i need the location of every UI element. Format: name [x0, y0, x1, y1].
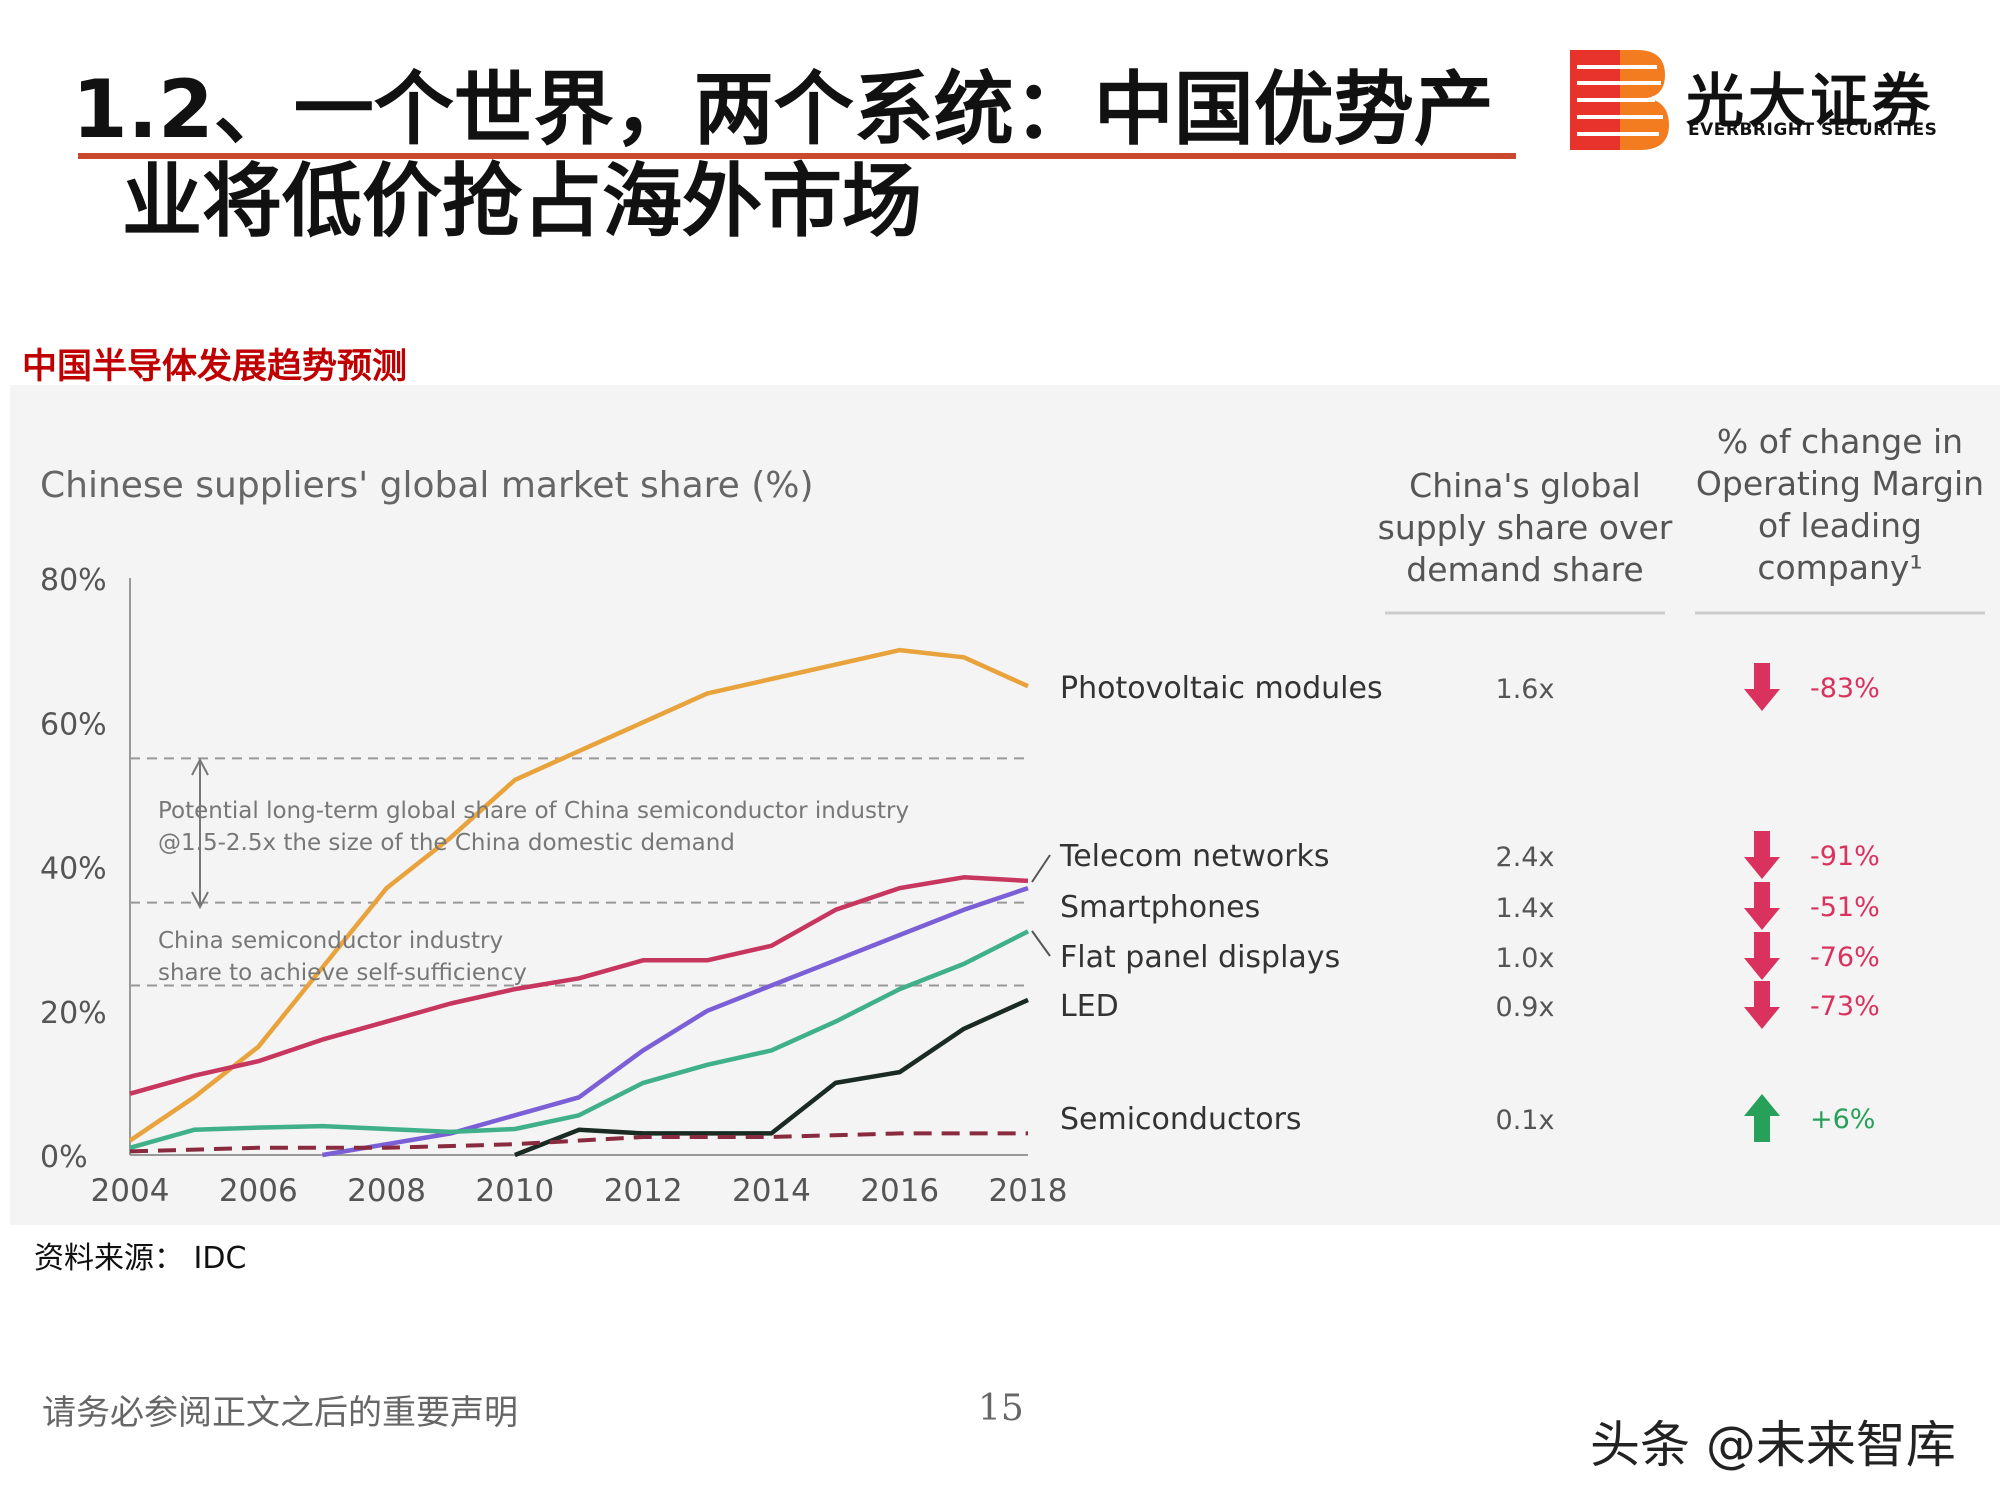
y-tick-label: 60%	[40, 707, 107, 742]
arrow-down-icon	[1744, 831, 1780, 879]
series-label: Telecom networks	[1059, 839, 1330, 874]
ratio-value: 1.6x	[1496, 674, 1555, 705]
page-title: 1.2、一个世界，两个系统：中国优势产 业将低价抢占海外市场	[72, 64, 1522, 248]
market-share-chart: Chinese suppliers' global market share (…	[40, 422, 1985, 1209]
chart-title: Chinese suppliers' global market share (…	[40, 465, 814, 506]
logo-name-en: EVERBRIGHT SECURITIES	[1688, 120, 1938, 140]
everbright-logo-icon	[1570, 50, 1669, 150]
x-tick-label: 2018	[989, 1173, 1068, 1209]
table-row-semiconductors: Semiconductors 0.1x +6%	[1060, 1094, 1875, 1142]
annotation-potential-line-1: Potential long-term global share of Chin…	[158, 798, 909, 824]
ratio-value: 1.4x	[1496, 893, 1555, 924]
ratio-value: 2.4x	[1496, 842, 1555, 873]
chart-panel: Chinese suppliers' global market share (…	[10, 385, 2000, 1225]
page-title-line-1: 1.2、一个世界，两个系统：中国优势产	[72, 63, 1494, 156]
telecom-leader-line	[1031, 854, 1051, 883]
y-axis-ticks: 0% 20% 40% 60% 80%	[40, 563, 107, 1175]
x-tick-label: 2006	[219, 1173, 298, 1209]
change-header-line-1: % of change in	[1717, 422, 1963, 461]
ratio-header-line-2: supply share over	[1378, 508, 1673, 547]
page-number: 15	[978, 1388, 1024, 1429]
change-header-line-3: of leading	[1758, 506, 1922, 545]
series-line-semiconductors	[129, 1131, 1028, 1154]
y-tick-label: 20%	[40, 996, 107, 1031]
change-value: -73%	[1810, 991, 1880, 1022]
watermark: 头条 @未来智库	[1590, 1416, 1956, 1474]
ratio-value: 0.1x	[1496, 1105, 1555, 1136]
arrow-down-icon	[1744, 882, 1780, 930]
change-header-line-2: Operating Margin	[1696, 464, 1984, 503]
series-line-flat-panel-displays	[129, 929, 1030, 1150]
table-row-led: LED 0.9x -73%	[1060, 981, 1880, 1029]
change-value: -76%	[1810, 942, 1880, 973]
chart-section-heading: 中国半导体发展趋势预测	[22, 347, 408, 387]
ratio-value: 1.0x	[1496, 943, 1555, 974]
ratio-header-line-3: demand share	[1406, 550, 1643, 589]
x-tick-label: 2008	[347, 1173, 426, 1209]
title-underline	[78, 153, 1516, 159]
annotation-potential-line-2: @1.5-2.5x the size of the China domestic…	[158, 830, 735, 856]
table-rows: Photovoltaic modules 1.6x -83% Telecom netw…	[1059, 663, 1880, 1142]
page-title-line-2: 业将低价抢占海外市场	[122, 155, 922, 248]
x-tick-label: 2012	[604, 1173, 683, 1209]
x-tick-label: 2010	[475, 1173, 554, 1209]
series-lines	[128, 647, 1030, 1158]
y-tick-label: 0%	[40, 1140, 88, 1175]
x-axis-ticks: 2004 2006 2008 2010 2012 2014 2016 2018	[91, 1173, 1068, 1209]
arrow-down-icon	[1744, 981, 1780, 1029]
x-tick-label: 2016	[860, 1173, 939, 1209]
chart-grid	[129, 578, 1028, 1156]
table-row-smartphones: Smartphones 1.4x -51%	[1060, 882, 1880, 930]
y-tick-label: 40%	[40, 852, 107, 887]
series-label: Photovoltaic modules	[1060, 671, 1383, 706]
ratio-header-line-1: China's global	[1409, 466, 1641, 505]
arrow-down-icon	[1744, 932, 1780, 980]
series-label: Flat panel displays	[1060, 940, 1340, 975]
series-line-led	[514, 997, 1029, 1158]
table-header-ratio: China's global supply share over demand …	[1378, 466, 1673, 615]
x-tick-label: 2014	[732, 1173, 811, 1209]
arrow-down-icon	[1744, 663, 1780, 711]
table-row-telecom-networks: Telecom networks 2.4x -91%	[1059, 831, 1880, 879]
series-line-telecom-networks	[129, 875, 1029, 1096]
series-line-photovoltaic-modules	[128, 647, 1029, 1143]
series-line-smartphones	[322, 885, 1029, 1158]
ratio-value: 0.9x	[1496, 992, 1555, 1023]
table-row-photovoltaic-modules: Photovoltaic modules 1.6x -83%	[1060, 663, 1880, 711]
series-label: LED	[1060, 989, 1119, 1024]
change-value: -51%	[1810, 892, 1880, 923]
annotation-self-sufficiency-line-1: China semiconductor industry	[158, 928, 503, 954]
change-header-line-4: company¹	[1757, 548, 1922, 587]
series-label: Semiconductors	[1060, 1102, 1302, 1137]
change-value: -83%	[1810, 673, 1880, 704]
arrow-up-icon	[1744, 1094, 1780, 1142]
table-header-change: % of change in Operating Margin of leadi…	[1695, 422, 1985, 615]
table-row-flat-panel-displays: Flat panel displays 1.0x -76%	[1060, 932, 1880, 980]
flat-panel-leader-line	[1031, 930, 1051, 957]
change-value: -91%	[1810, 841, 1880, 872]
x-tick-label: 2004	[91, 1173, 170, 1209]
logo-name-cn: 光大证券	[1686, 67, 1935, 135]
annotation-self-sufficiency-line-2: share to achieve self-sufficiency	[158, 960, 527, 986]
disclaimer: 请务必参阅正文之后的重要声明	[42, 1393, 518, 1433]
source-note: 资料来源： IDC	[34, 1241, 247, 1276]
change-value: +6%	[1810, 1104, 1875, 1135]
series-label: Smartphones	[1060, 890, 1260, 925]
y-tick-label: 80%	[40, 563, 107, 598]
range-arrow	[191, 757, 209, 910]
